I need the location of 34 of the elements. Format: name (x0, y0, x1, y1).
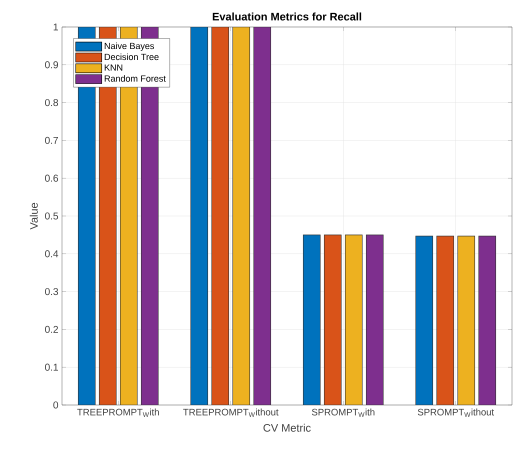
legend-label: Naive Bayes (104, 42, 154, 51)
bar (232, 26, 250, 405)
legend-label: KNN (104, 64, 122, 71)
bar (415, 236, 434, 405)
y-tick-label: 0.2 (45, 326, 58, 333)
x-tick-label: SPROMPT$_{W}$ith (312, 408, 374, 417)
bar (253, 26, 272, 405)
bar (436, 236, 454, 405)
y-tick-label: 0.5 (45, 212, 58, 220)
y-tick-label: 0.7 (45, 136, 58, 144)
y-tick-label: 0.3 (45, 288, 58, 296)
bar (366, 234, 384, 405)
legend-label: Random Forest (104, 75, 166, 82)
bar (344, 234, 363, 405)
x-axis-title: CV Metric (264, 424, 311, 432)
x-tick-label: SPROMPT$_{W}$ithout (418, 408, 494, 417)
y-tick-label: 0.1 (45, 364, 58, 371)
bar (457, 236, 476, 405)
bar (478, 236, 496, 405)
y-tick-label: 0.8 (45, 99, 58, 106)
chart-title: Evaluation Metrics for Recall (212, 12, 362, 20)
y-tick-label: 1 (54, 24, 58, 30)
y-tick-label: 0.4 (45, 250, 58, 258)
bar (211, 26, 230, 405)
y-axis-title: Value (30, 202, 38, 230)
x-tick-label: TREEPROMPT$_{W}$ithout (183, 408, 278, 417)
bar (324, 234, 342, 405)
y-tick-label: 0 (53, 401, 58, 409)
x-tick-label: TREEPROMPT$_{W}$ith (77, 408, 159, 417)
y-tick-label: 0.6 (45, 174, 58, 182)
bar (190, 26, 208, 405)
y-tick-label: 0.9 (45, 61, 58, 68)
legend-label: Decision Tree (104, 54, 159, 60)
bar (302, 234, 321, 405)
